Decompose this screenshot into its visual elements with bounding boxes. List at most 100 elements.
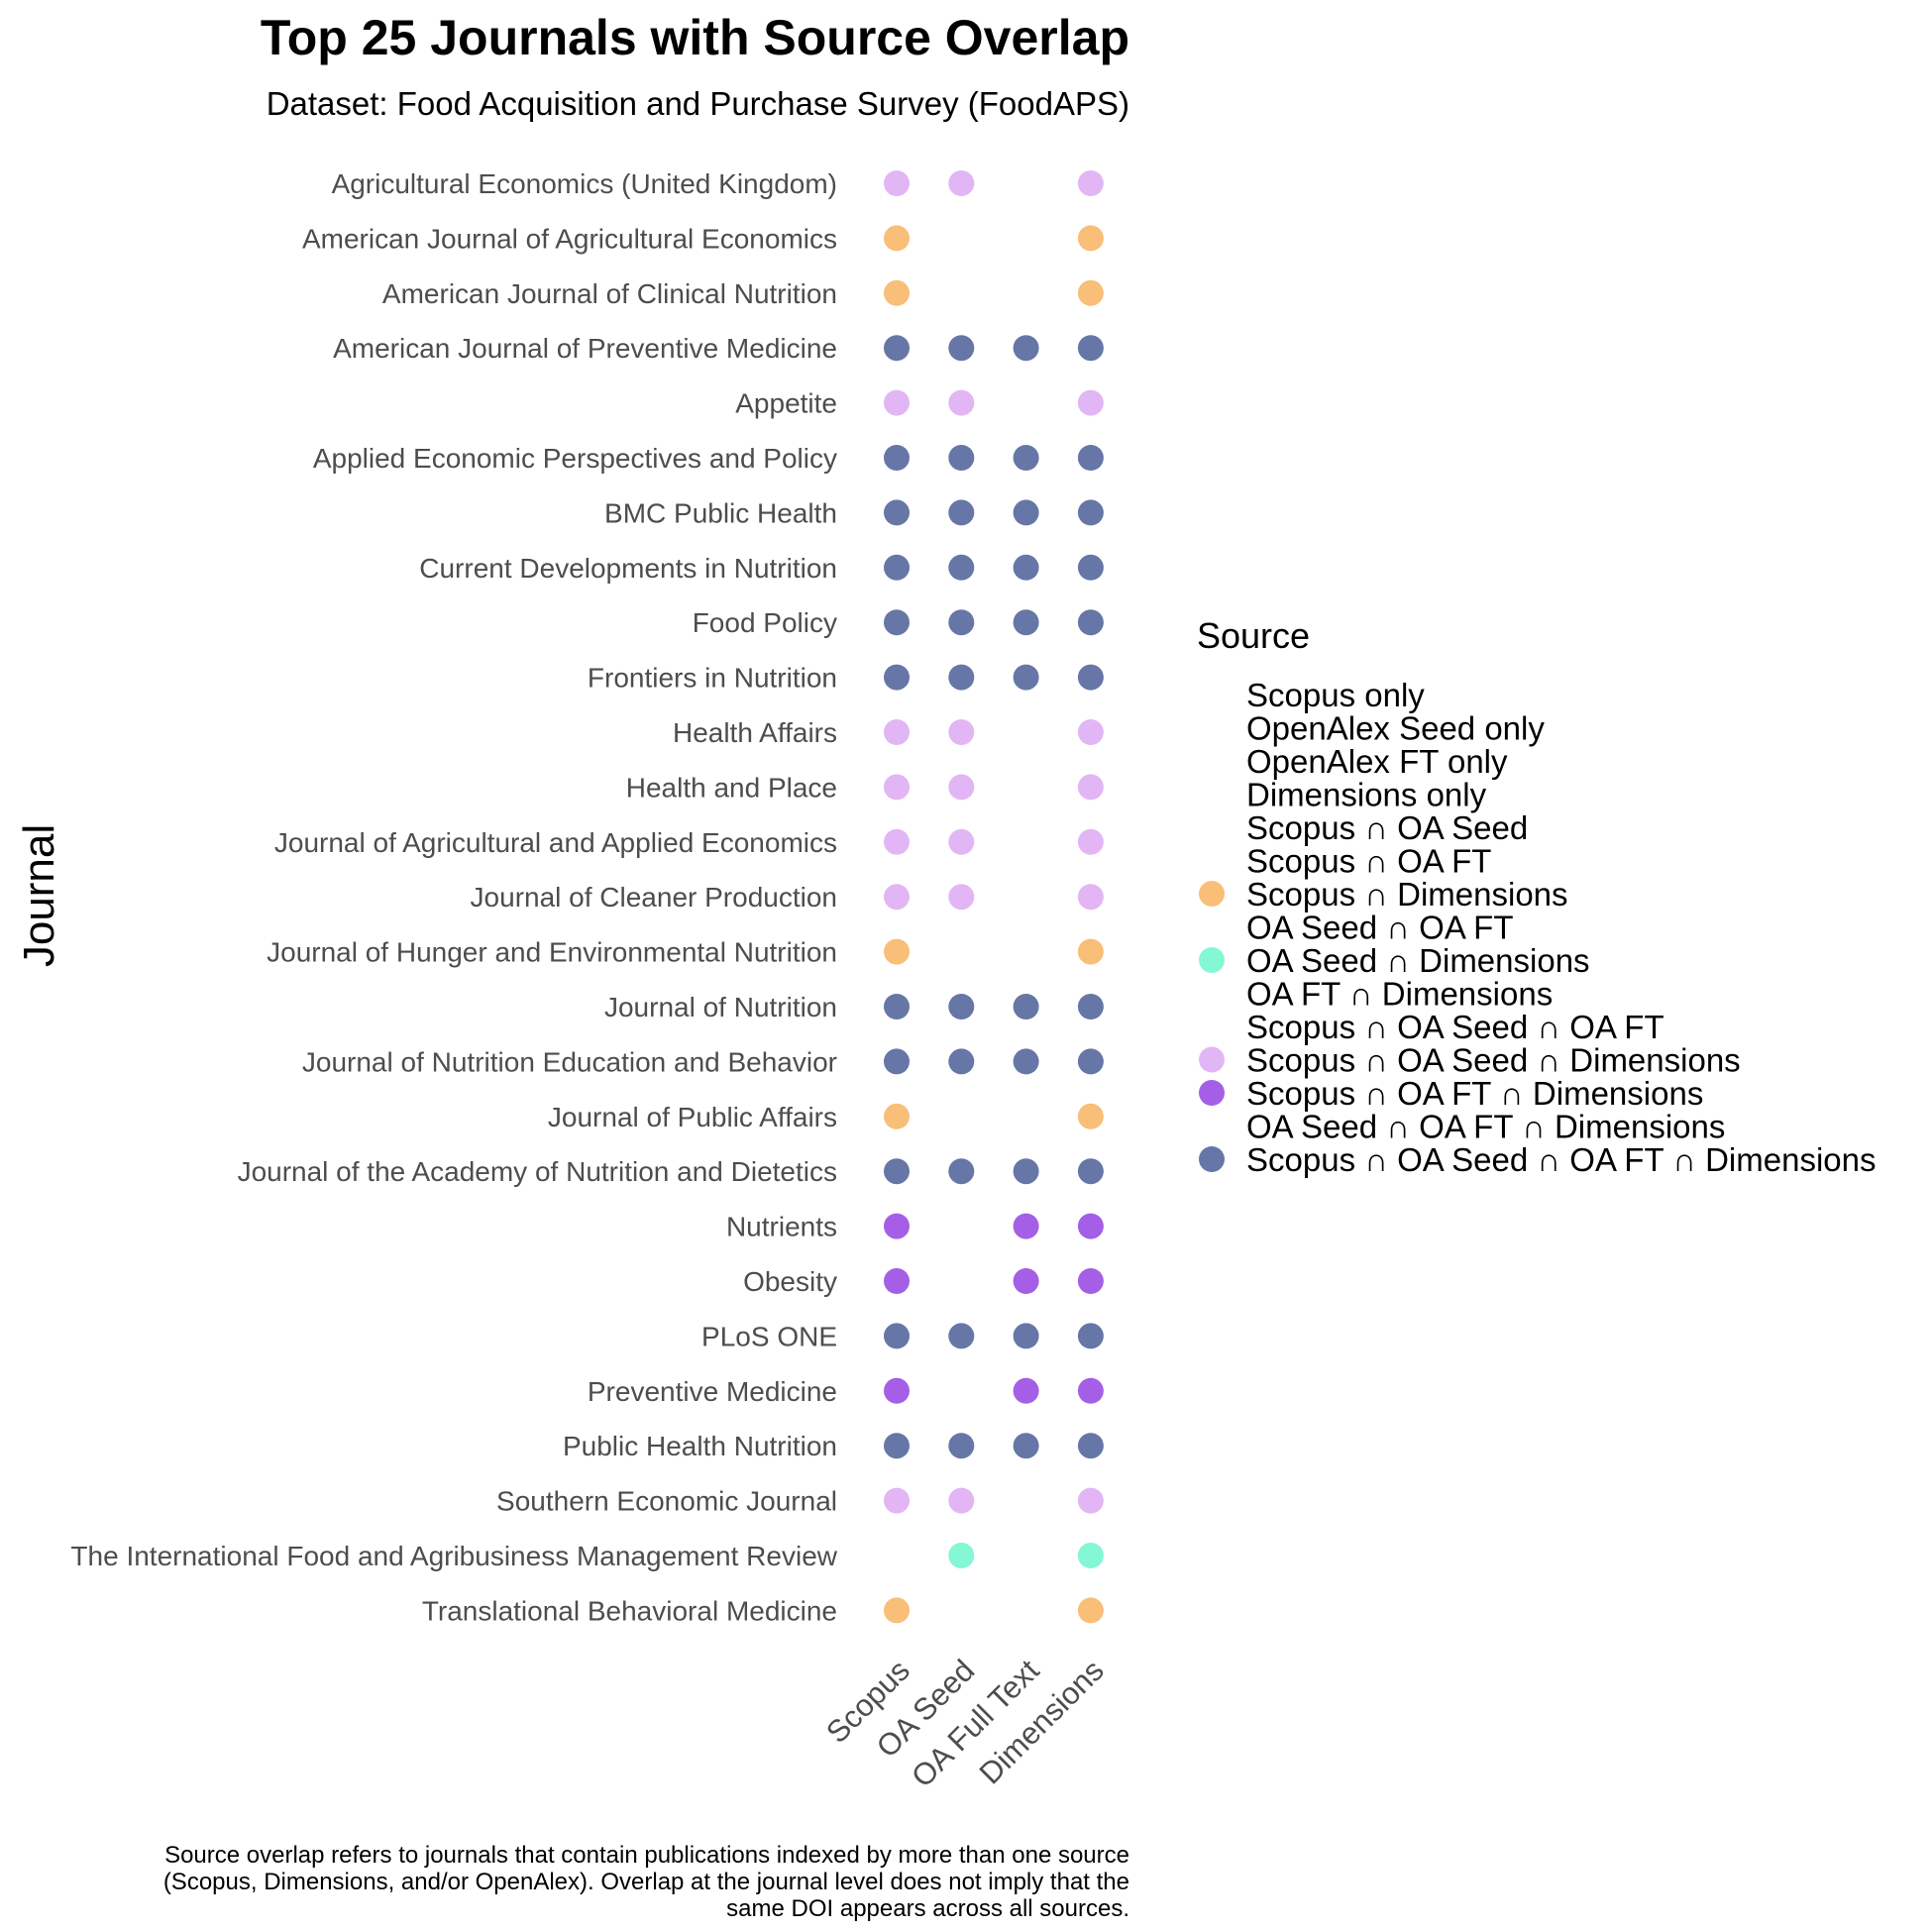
legend-key-scopus-oa-seed-dimensions — [1199, 1046, 1225, 1073]
point-american-journal-of-preventive-medicine-dimensions — [1077, 335, 1104, 362]
point-american-journal-of-agricultural-economics-scopus — [884, 225, 910, 252]
y-label-applied-economic-perspectives-and-policy: Applied Economic Perspectives and Policy — [313, 443, 837, 474]
legend-label-scopus-oa-seed-dimensions: Scopus ∩ OA Seed ∩ Dimensions — [1246, 1042, 1741, 1079]
point-journal-of-nutrition-scopus — [884, 994, 910, 1020]
point-frontiers-in-nutrition-dimensions — [1077, 664, 1104, 691]
point-current-developments-in-nutrition-oa-seed — [948, 554, 975, 581]
y-label-plos-one: PLoS ONE — [701, 1321, 837, 1351]
y-label-journal-of-agricultural-and-applied-economics: Journal of Agricultural and Applied Econ… — [274, 827, 837, 858]
point-appetite-dimensions — [1077, 389, 1104, 416]
point-journal-of-nutrition-oa-full-text — [1013, 994, 1039, 1020]
point-health-affairs-oa-seed — [948, 719, 975, 745]
point-journal-of-the-academy-of-nutrition-and-dietetics-oa-seed — [948, 1158, 975, 1185]
point-translational-behavioral-medicine-scopus — [884, 1597, 910, 1624]
y-label-the-international-food-and-agribusiness-management-review: The International Food and Agribusiness … — [70, 1541, 837, 1571]
legend-label-oa-seed-dimensions: OA Seed ∩ Dimensions — [1246, 942, 1590, 979]
point-american-journal-of-clinical-nutrition-scopus — [884, 279, 910, 306]
point-appetite-oa-seed — [948, 389, 975, 416]
point-southern-economic-journal-dimensions — [1077, 1487, 1104, 1514]
point-food-policy-oa-full-text — [1013, 609, 1039, 636]
legend-label-openalex-ft-only: OpenAlex FT only — [1246, 743, 1508, 780]
legend-label-scopus-oa-seed-oa-ft-dimensions: Scopus ∩ OA Seed ∩ OA FT ∩ Dimensions — [1246, 1141, 1876, 1178]
legend-label-scopus-only: Scopus only — [1246, 677, 1425, 713]
point-journal-of-public-affairs-scopus — [884, 1103, 910, 1129]
point-appetite-scopus — [884, 389, 910, 416]
point-journal-of-nutrition-dimensions — [1077, 994, 1104, 1020]
point-journal-of-agricultural-and-applied-economics-scopus — [884, 828, 910, 855]
y-label-journal-of-cleaner-production: Journal of Cleaner Production — [471, 882, 837, 912]
point-obesity-scopus — [884, 1268, 910, 1294]
point-the-international-food-and-agribusiness-management-review-oa-seed — [948, 1543, 975, 1568]
point-applied-economic-perspectives-and-policy-oa-full-text — [1013, 445, 1039, 471]
point-nutrients-oa-full-text — [1013, 1213, 1039, 1239]
legend-key-scopus-dimensions — [1199, 881, 1225, 907]
point-preventive-medicine-scopus — [884, 1377, 910, 1404]
legend-label-oa-seed-oa-ft-dimensions: OA Seed ∩ OA FT ∩ Dimensions — [1246, 1109, 1725, 1145]
point-obesity-oa-full-text — [1013, 1268, 1039, 1294]
point-bmc-public-health-oa-full-text — [1013, 499, 1039, 526]
y-label-american-journal-of-agricultural-economics: American Journal of Agricultural Economi… — [302, 223, 837, 254]
y-label-southern-economic-journal: Southern Economic Journal — [496, 1486, 837, 1517]
point-translational-behavioral-medicine-dimensions — [1077, 1597, 1104, 1624]
point-journal-of-cleaner-production-oa-seed — [948, 884, 975, 911]
legend-key-scopus-oa-seed-oa-ft-dimensions — [1199, 1146, 1225, 1172]
point-journal-of-agricultural-and-applied-economics-oa-seed — [948, 828, 975, 855]
point-journal-of-nutrition-education-and-behavior-oa-full-text — [1013, 1048, 1039, 1075]
point-public-health-nutrition-dimensions — [1077, 1433, 1104, 1459]
y-label-frontiers-in-nutrition: Frontiers in Nutrition — [588, 663, 837, 694]
point-obesity-dimensions — [1077, 1268, 1104, 1294]
point-nutrients-dimensions — [1077, 1213, 1104, 1239]
point-applied-economic-perspectives-and-policy-scopus — [884, 445, 910, 471]
point-bmc-public-health-scopus — [884, 499, 910, 526]
y-label-current-developments-in-nutrition: Current Developments in Nutrition — [419, 553, 837, 584]
point-american-journal-of-preventive-medicine-oa-seed — [948, 335, 975, 362]
point-nutrients-scopus — [884, 1213, 910, 1239]
point-frontiers-in-nutrition-oa-full-text — [1013, 664, 1039, 691]
point-food-policy-dimensions — [1077, 609, 1104, 636]
legend-label-scopus-dimensions: Scopus ∩ Dimensions — [1246, 876, 1568, 912]
point-food-policy-oa-seed — [948, 609, 975, 636]
y-label-food-policy: Food Policy — [693, 607, 837, 638]
point-preventive-medicine-oa-full-text — [1013, 1377, 1039, 1404]
y-axis-title: Journal — [15, 824, 63, 967]
point-journal-of-hunger-and-environmental-nutrition-dimensions — [1077, 938, 1104, 965]
y-label-journal-of-nutrition: Journal of Nutrition — [604, 992, 837, 1022]
point-applied-economic-perspectives-and-policy-oa-seed — [948, 445, 975, 471]
legend-label-scopus-oa-seed-oa-ft: Scopus ∩ OA Seed ∩ OA FT — [1246, 1009, 1664, 1045]
y-label-agricultural-economics-united-kingdom: Agricultural Economics (United Kingdom) — [332, 168, 837, 199]
legend-label-scopus-oa-ft: Scopus ∩ OA FT — [1246, 843, 1491, 880]
point-health-and-place-dimensions — [1077, 774, 1104, 801]
y-label-health-affairs: Health Affairs — [673, 717, 837, 748]
point-bmc-public-health-dimensions — [1077, 499, 1104, 526]
legend-key-oa-seed-dimensions — [1199, 947, 1225, 973]
legend-label-scopus-oa-seed: Scopus ∩ OA Seed — [1246, 809, 1528, 846]
y-label-journal-of-the-academy-of-nutrition-and-dietetics: Journal of the Academy of Nutrition and … — [238, 1156, 837, 1187]
point-american-journal-of-clinical-nutrition-dimensions — [1077, 279, 1104, 306]
y-label-preventive-medicine: Preventive Medicine — [588, 1376, 837, 1407]
legend-key-scopus-oa-ft-dimensions — [1199, 1080, 1225, 1106]
y-label-appetite: Appetite — [735, 388, 837, 419]
point-plos-one-scopus — [884, 1323, 910, 1349]
y-label-nutrients: Nutrients — [726, 1212, 837, 1242]
point-current-developments-in-nutrition-scopus — [884, 554, 910, 581]
point-the-international-food-and-agribusiness-management-review-dimensions — [1077, 1543, 1104, 1568]
y-label-translational-behavioral-medicine: Translational Behavioral Medicine — [422, 1595, 837, 1626]
y-label-obesity: Obesity — [743, 1266, 837, 1297]
caption-line: (Scopus, Dimensions, and/or OpenAlex). O… — [163, 1869, 1129, 1895]
legend-label-oa-ft-dimensions: OA FT ∩ Dimensions — [1246, 976, 1553, 1013]
point-applied-economic-perspectives-and-policy-dimensions — [1077, 445, 1104, 471]
y-label-journal-of-hunger-and-environmental-nutrition: Journal of Hunger and Environmental Nutr… — [267, 937, 837, 968]
point-journal-of-nutrition-education-and-behavior-scopus — [884, 1048, 910, 1075]
point-american-journal-of-agricultural-economics-dimensions — [1077, 225, 1104, 252]
point-bmc-public-health-oa-seed — [948, 499, 975, 526]
point-agricultural-economics-united-kingdom-oa-seed — [948, 170, 975, 196]
point-plos-one-oa-seed — [948, 1323, 975, 1349]
chart-title: Top 25 Journals with Source Overlap — [261, 10, 1129, 65]
y-label-american-journal-of-clinical-nutrition: American Journal of Clinical Nutrition — [382, 278, 837, 309]
point-journal-of-nutrition-oa-seed — [948, 994, 975, 1020]
point-journal-of-hunger-and-environmental-nutrition-scopus — [884, 938, 910, 965]
caption: Source overlap refers to journals that c… — [163, 1842, 1129, 1922]
